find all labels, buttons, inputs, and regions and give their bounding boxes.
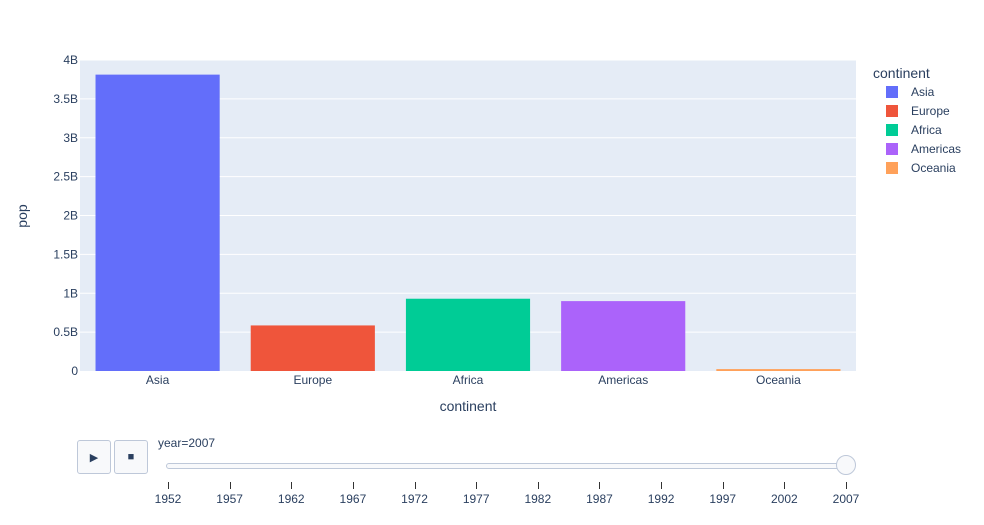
slider-step-label[interactable]: 1992 [647, 492, 675, 506]
legend-swatch [886, 105, 898, 117]
y-tick-label: 2B [63, 209, 78, 223]
slider-step-label[interactable]: 2007 [832, 492, 860, 506]
slider-step-label[interactable]: 1967 [339, 492, 367, 506]
slider-step-label[interactable]: 1962 [277, 492, 305, 506]
y-tick-label: 1.5B [53, 247, 78, 261]
x-tick-label: Oceania [756, 373, 801, 387]
legend-label: Oceania [911, 161, 956, 175]
x-tick-label: Africa [453, 373, 484, 387]
y-tick-label: 4B [63, 53, 78, 67]
legend-item-oceania[interactable]: Oceania [886, 161, 956, 175]
bar-europe[interactable] [250, 325, 375, 371]
y-tick-label: 0.5B [53, 325, 78, 339]
stop-icon: ■ [127, 451, 135, 463]
legend-label: Americas [911, 142, 961, 156]
slider-tick [229, 482, 231, 489]
slider-step-label[interactable]: 1972 [401, 492, 428, 506]
slider-step-label[interactable]: 1957 [216, 492, 243, 506]
slider-tick [846, 482, 847, 489]
stop-button[interactable]: ■ [114, 440, 148, 474]
slider-tick [291, 482, 293, 489]
y-tick-label: 2.5B [53, 170, 78, 184]
slider-tick [784, 482, 786, 489]
slider-tick [352, 482, 354, 489]
y-tick-label: 3B [63, 131, 78, 145]
x-tick-label: Americas [598, 373, 648, 387]
slider-tick [537, 482, 539, 489]
slider-step-label[interactable]: 1977 [462, 492, 490, 506]
legend-title: continent [873, 65, 930, 81]
slider-tick [414, 482, 416, 489]
legend[interactable]: Asia Europe Africa Americas Oceania [886, 85, 961, 175]
slider-step-label[interactable]: 1987 [586, 492, 613, 506]
slider-current-value: year=2007 [158, 436, 216, 450]
x-axis-ticks: Asia Europe Africa Americas Oceania [146, 373, 801, 387]
legend-item-asia[interactable]: Asia [886, 85, 935, 99]
bar-oceania[interactable] [716, 369, 841, 371]
legend-item-americas[interactable]: Americas [886, 142, 961, 156]
legend-label: Africa [911, 123, 942, 137]
legend-item-europe[interactable]: Europe [886, 104, 950, 118]
bars[interactable] [95, 74, 841, 371]
y-tick-label: 1B [63, 286, 78, 300]
slider-step-label[interactable]: 1997 [709, 492, 737, 506]
slider-handle[interactable] [836, 455, 856, 475]
y-tick-label: 0 [71, 364, 78, 378]
y-axis-ticks: 0 0.5B 1B 1.5B 2B 2.5B 3B 3.5B 4B [53, 53, 78, 378]
slider-tick [476, 482, 478, 489]
slider-step-label[interactable]: 1982 [524, 492, 552, 506]
legend-swatch [886, 143, 898, 155]
legend-item-africa[interactable]: Africa [886, 123, 942, 137]
slider-track[interactable] [166, 463, 850, 469]
legend-label: Asia [911, 85, 935, 99]
slider-step-label[interactable]: 1952 [154, 492, 182, 506]
slider-tick [661, 482, 663, 489]
legend-swatch [886, 162, 898, 174]
legend-swatch [886, 124, 898, 136]
slider-step-label[interactable]: 2002 [771, 492, 798, 506]
bar-americas[interactable] [561, 301, 686, 371]
legend-label: Europe [911, 104, 950, 118]
y-tick-label: 3.5B [53, 92, 78, 106]
y-axis-title: pop [14, 204, 30, 228]
bar-asia[interactable] [95, 74, 220, 371]
slider-tick [168, 482, 169, 489]
play-icon: ▶ [89, 451, 99, 464]
legend-swatch [886, 86, 898, 98]
x-axis-title: continent [440, 398, 497, 414]
bar-africa[interactable] [405, 298, 531, 371]
slider-tick [599, 482, 601, 489]
slider-tick [722, 482, 724, 489]
x-tick-label: Asia [146, 373, 170, 387]
x-tick-label: Europe [293, 373, 332, 387]
play-button[interactable]: ▶ [77, 440, 111, 474]
